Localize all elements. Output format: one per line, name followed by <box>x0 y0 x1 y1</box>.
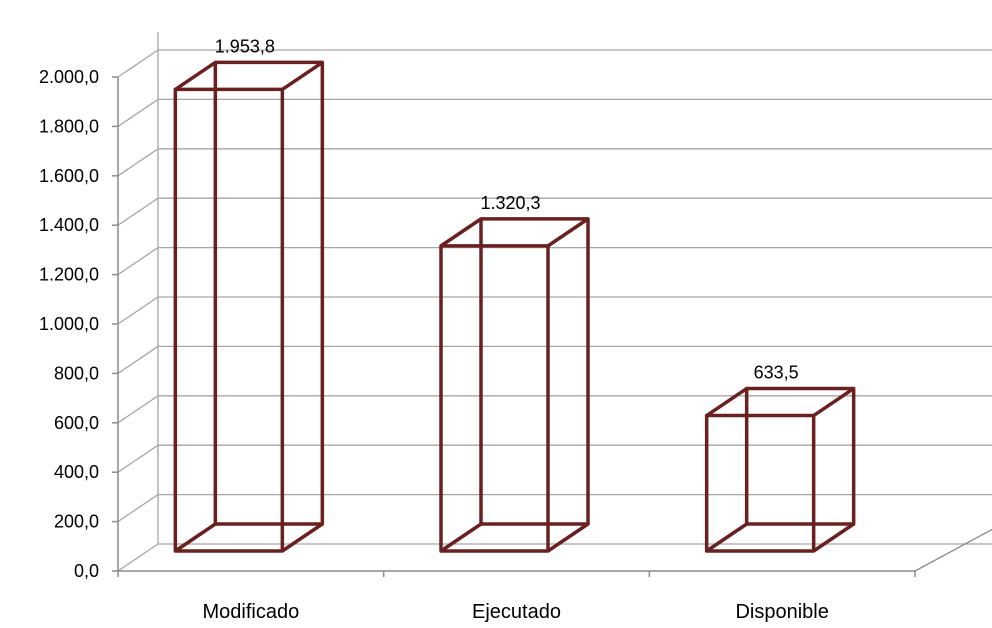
x-axis-ticks: Modificado Ejecutado Disponible <box>117 571 916 623</box>
bar-front-face <box>173 87 285 553</box>
data-label: 633,5 <box>754 363 799 383</box>
x-tick-label: Disponible <box>735 601 828 623</box>
bar-depth-edge <box>281 60 324 91</box>
bar-front-face <box>704 413 816 553</box>
bar-depth-edge <box>705 522 748 553</box>
y-tick-label: 1.400,0 <box>39 215 99 235</box>
gridline-diagonal <box>117 494 159 523</box>
gridline-diagonal <box>117 49 159 78</box>
bar-depth-edge <box>547 522 589 553</box>
bars <box>173 60 856 553</box>
bar-modificado <box>173 60 325 553</box>
bar-depth-edge <box>547 217 589 248</box>
gridline-diagonal <box>117 148 159 177</box>
y-tick-label: 0,0 <box>74 561 99 581</box>
gridline-diagonal <box>117 197 159 226</box>
bar-depth-edge <box>705 387 748 417</box>
bar-back-face <box>213 60 325 526</box>
gridline-diagonal <box>117 395 159 424</box>
data-labels: 1.953,8 1.320,3 633,5 <box>215 36 799 382</box>
bar-ejecutado <box>439 217 590 553</box>
gridline-diagonal <box>117 444 159 473</box>
bar-front-face <box>439 244 550 553</box>
y-tick-label: 1.600,0 <box>39 166 99 186</box>
gridline-diagonal <box>117 98 159 127</box>
y-tick-label: 200,0 <box>54 512 99 532</box>
y-tick-label: 2.000,0 <box>39 67 99 87</box>
bar-depth-edge <box>440 217 482 248</box>
axes <box>117 77 915 572</box>
gridline-diagonal <box>117 345 159 374</box>
bar-depth-edge <box>281 522 324 553</box>
floor-edge <box>914 528 992 572</box>
bar-depth-edge <box>174 522 217 553</box>
x-tick-label: Modificado <box>202 601 299 623</box>
y-tick-label: 1.200,0 <box>39 265 99 285</box>
bar-disponible <box>704 386 856 553</box>
bar-depth-edge <box>440 522 482 553</box>
data-label: 1.953,8 <box>215 36 275 56</box>
gridline-diagonal <box>117 296 159 325</box>
bar-depth-edge <box>812 522 855 553</box>
y-tick-label: 600,0 <box>54 413 99 433</box>
gridlines <box>117 32 992 572</box>
gridline-diagonal <box>117 543 159 572</box>
x-tick-label: Ejecutado <box>472 601 561 623</box>
bar-depth-edge <box>174 60 217 91</box>
gridline-diagonal <box>117 247 159 276</box>
y-tick-label: 1.000,0 <box>39 314 99 334</box>
bar-back-face <box>744 386 856 526</box>
data-label: 1.320,3 <box>480 193 540 213</box>
y-tick-label: 1.800,0 <box>39 116 99 136</box>
y-tick-label: 800,0 <box>54 363 99 383</box>
bar-back-face <box>479 217 590 526</box>
y-axis-ticks: 0,0 200,0 400,0 600,0 800,0 1.000,0 1.200,0 1.4… <box>39 67 118 581</box>
y-tick-label: 400,0 <box>54 462 99 482</box>
bar-depth-edge <box>812 387 855 417</box>
